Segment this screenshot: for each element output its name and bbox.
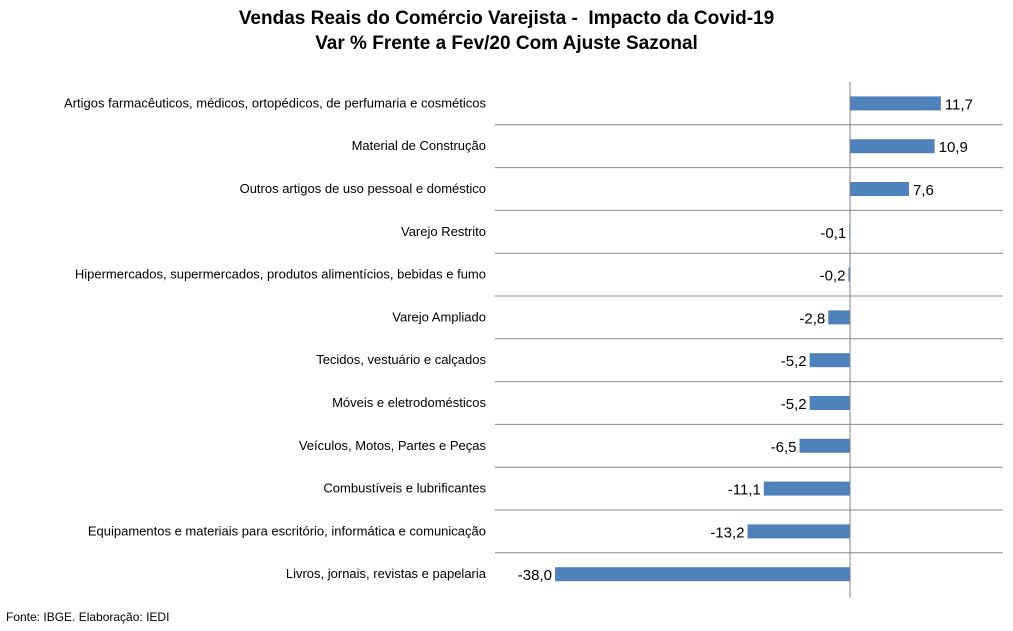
bar — [809, 353, 850, 368]
category-label: Tecidos, vestuário e calçados — [316, 352, 486, 367]
data-label: 10,9 — [939, 139, 968, 156]
data-label: -5,2 — [781, 353, 807, 370]
source-note: Fonte: IBGE. Elaboração: IEDI — [6, 610, 170, 624]
grid-lines — [495, 124, 1003, 554]
chart-subtitle: Var % Frente a Fev/20 Com Ajuste Sazonal — [315, 33, 698, 54]
bar — [828, 310, 850, 325]
category-label: Varejo Ampliado — [392, 309, 486, 324]
bar — [763, 481, 850, 496]
category-label: Hipermercados, supermercados, produtos a… — [75, 267, 486, 282]
data-label: 11,7 — [945, 96, 973, 113]
bar — [850, 182, 909, 196]
data-label: 7,6 — [913, 182, 934, 199]
bar — [747, 524, 850, 539]
bar — [848, 267, 850, 282]
category-label: Combustíveis e lubrificantes — [323, 481, 486, 496]
bar — [799, 438, 850, 453]
category-label: Artigos farmacêuticos, médicos, ortopédi… — [64, 95, 486, 110]
category-label: Móveis e eletrodomésticos — [332, 395, 486, 410]
data-label: -0,2 — [820, 268, 846, 285]
bar — [555, 567, 850, 582]
category-label: Outros artigos de uso pessoal e doméstic… — [240, 181, 486, 196]
category-labels: Artigos farmacêuticos, médicos, ortopédi… — [64, 95, 487, 581]
data-label: -2,8 — [799, 310, 825, 327]
chart-title-line-1: Vendas Reais do Comércio Varejista - Imp… — [238, 8, 775, 29]
bar — [850, 96, 941, 111]
data-label: -0,1 — [820, 225, 846, 242]
value-labels: 11,7 10,9 7,6 -0,1 -0,2 -2,8 -5,2 -5,2 -6,5 -11,1… — [518, 96, 973, 584]
data-label: -5,2 — [781, 396, 807, 413]
category-label: Material de Construção — [352, 138, 486, 153]
chart-title: Vendas Reais do Comércio Varejista - Imp… — [0, 6, 1013, 56]
bars — [555, 96, 941, 582]
data-label: -11,1 — [728, 482, 761, 499]
category-label: Varejo Restrito — [401, 224, 486, 239]
data-label: -6,5 — [771, 439, 797, 456]
data-label: -38,0 — [518, 567, 552, 584]
bar — [850, 139, 935, 154]
bar — [809, 396, 850, 410]
category-label: Veículos, Motos, Partes e Peças — [299, 438, 487, 453]
category-label: Livros, jornais, revistas e papelaria — [286, 566, 487, 581]
category-label: Equipamentos e materiais para escritório… — [88, 523, 486, 538]
data-label: -13,2 — [710, 524, 744, 541]
